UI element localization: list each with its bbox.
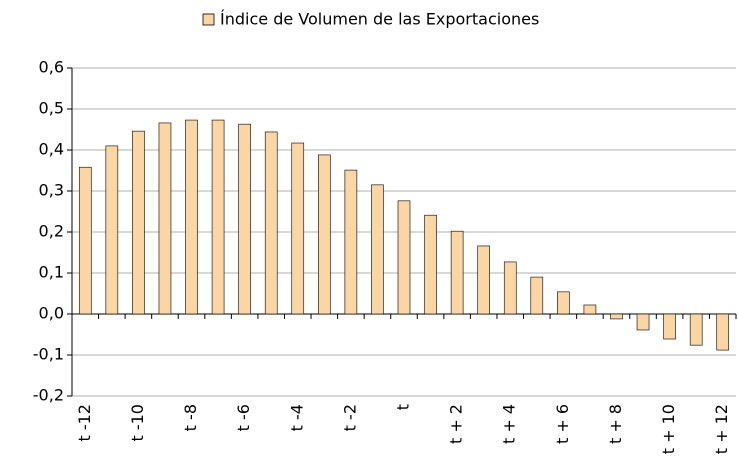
x-tick-label: t + 12 [712, 404, 731, 454]
bar [158, 122, 172, 315]
bar [424, 214, 437, 315]
y-tick-label: 0,5 [39, 99, 64, 118]
bar [238, 123, 251, 315]
x-tick-label: t -12 [75, 404, 94, 442]
x-tick-label: t + 8 [606, 404, 625, 444]
y-tick-label: 0,3 [39, 181, 64, 200]
bar [291, 142, 305, 315]
bar [132, 130, 145, 315]
x-tick-label: t + 4 [500, 404, 519, 444]
bar [371, 184, 384, 315]
x-tick-label: t -10 [128, 404, 147, 442]
y-tick-label: 0,2 [39, 222, 64, 241]
legend-label: Índice de Volumen de las Exportaciones [220, 10, 539, 29]
y-tick-label: 0,4 [39, 140, 64, 159]
bar [557, 291, 570, 315]
bar [264, 131, 278, 315]
x-tick-label: t -4 [287, 404, 306, 431]
bar [344, 169, 358, 315]
bar [689, 313, 703, 346]
bar [211, 119, 225, 315]
x-tick-label: t + 6 [553, 404, 572, 444]
bar [397, 200, 411, 315]
bar [503, 261, 517, 315]
legend-swatch [202, 13, 215, 26]
y-tick-label: 0,6 [39, 58, 64, 77]
x-tick-label: t -2 [340, 404, 359, 431]
y-tick-label: 0,0 [39, 304, 64, 323]
x-tick-label: t + 2 [447, 404, 466, 444]
bar [78, 166, 92, 315]
bar [583, 304, 597, 315]
bar [716, 313, 730, 351]
x-tick-label: t -8 [181, 404, 200, 431]
bar [477, 245, 490, 315]
x-tick-label: t [394, 404, 413, 410]
y-tick-label: 0,1 [39, 263, 64, 282]
bar [610, 313, 623, 320]
y-tick-label: -0,1 [33, 345, 64, 364]
bar [105, 145, 119, 315]
y-tick-label: -0,2 [33, 386, 64, 405]
bar [318, 154, 331, 315]
x-tick-label: t + 10 [659, 404, 678, 454]
x-tick-label: t -6 [234, 404, 253, 431]
bar [450, 230, 464, 315]
bar [530, 276, 544, 315]
bar [663, 313, 676, 340]
bar [636, 313, 650, 331]
bar [185, 119, 198, 315]
